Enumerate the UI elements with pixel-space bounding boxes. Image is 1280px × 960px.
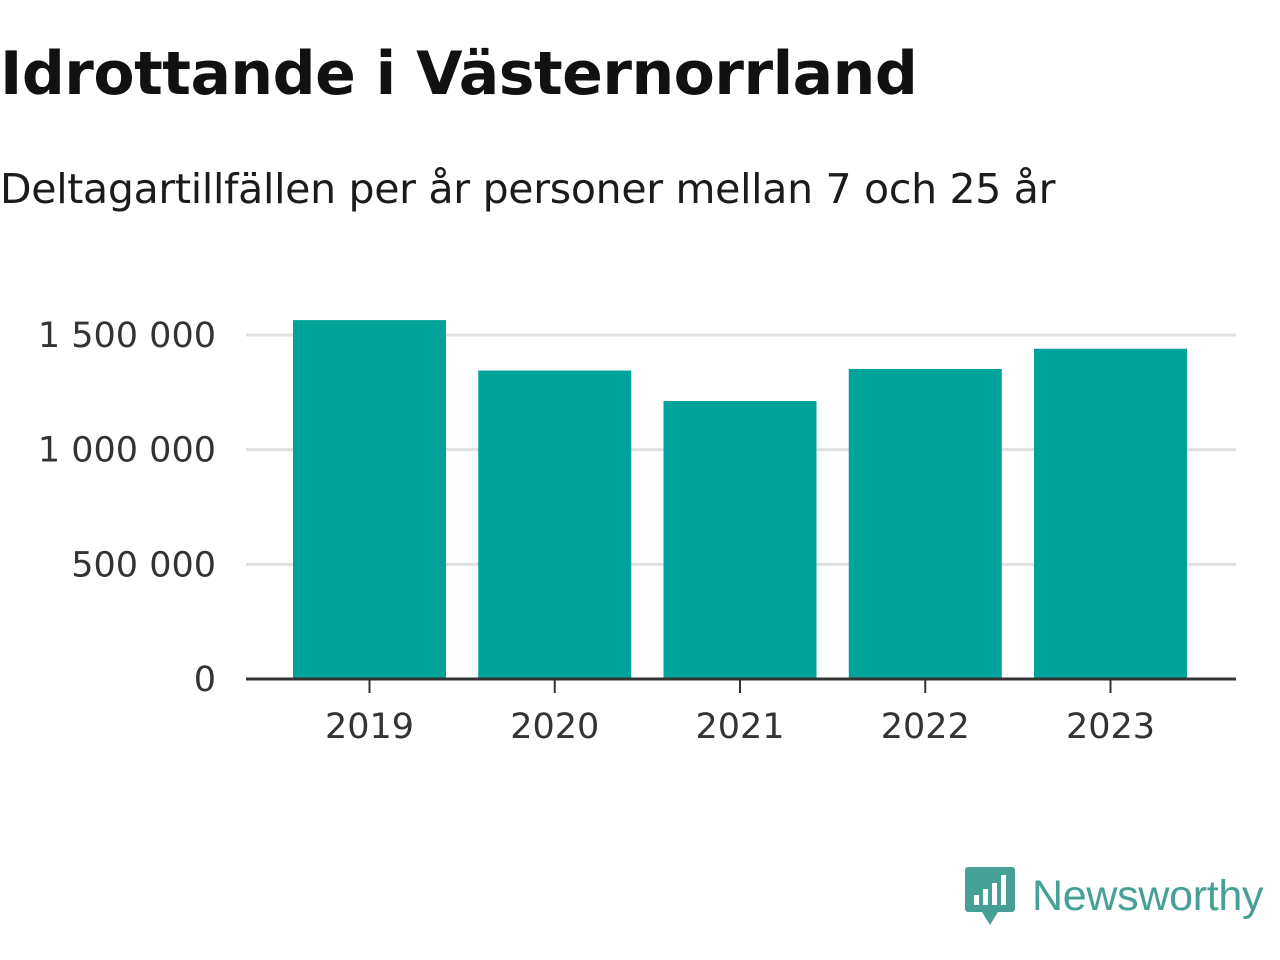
- brand: Newsworthy: [964, 864, 1263, 928]
- chart-title: Idrottande i Västernorrland: [0, 39, 918, 109]
- tick-labels: 0 500 000 1 000 000 1 500 000 2019 2020 2021 20…: [38, 316, 1155, 747]
- bars: [293, 320, 1187, 679]
- bar-2022: [848, 368, 1002, 679]
- axes: [246, 677, 1236, 693]
- bar-2019: [293, 320, 446, 679]
- bar-2020: [478, 370, 632, 679]
- bar-2021: [663, 401, 817, 679]
- y-tick-label: 1 500 000: [38, 316, 216, 356]
- bar-2023: [1034, 348, 1187, 679]
- chart-subtitle: Deltagartillfällen per år personer mella…: [0, 165, 1056, 213]
- newsworthy-logo-icon: [965, 867, 1015, 925]
- y-tick-label: 500 000: [71, 545, 216, 585]
- x-tick-label: 2019: [325, 707, 414, 747]
- x-tick-label: 2021: [695, 707, 784, 747]
- y-tick-label: 1 000 000: [38, 431, 216, 471]
- y-tick-label: 0: [194, 660, 216, 700]
- x-tick-label: 2023: [1066, 707, 1155, 747]
- x-tick-label: 2020: [510, 707, 599, 747]
- x-tick-label: 2022: [881, 707, 970, 747]
- brand-name: Newsworthy: [1032, 871, 1264, 920]
